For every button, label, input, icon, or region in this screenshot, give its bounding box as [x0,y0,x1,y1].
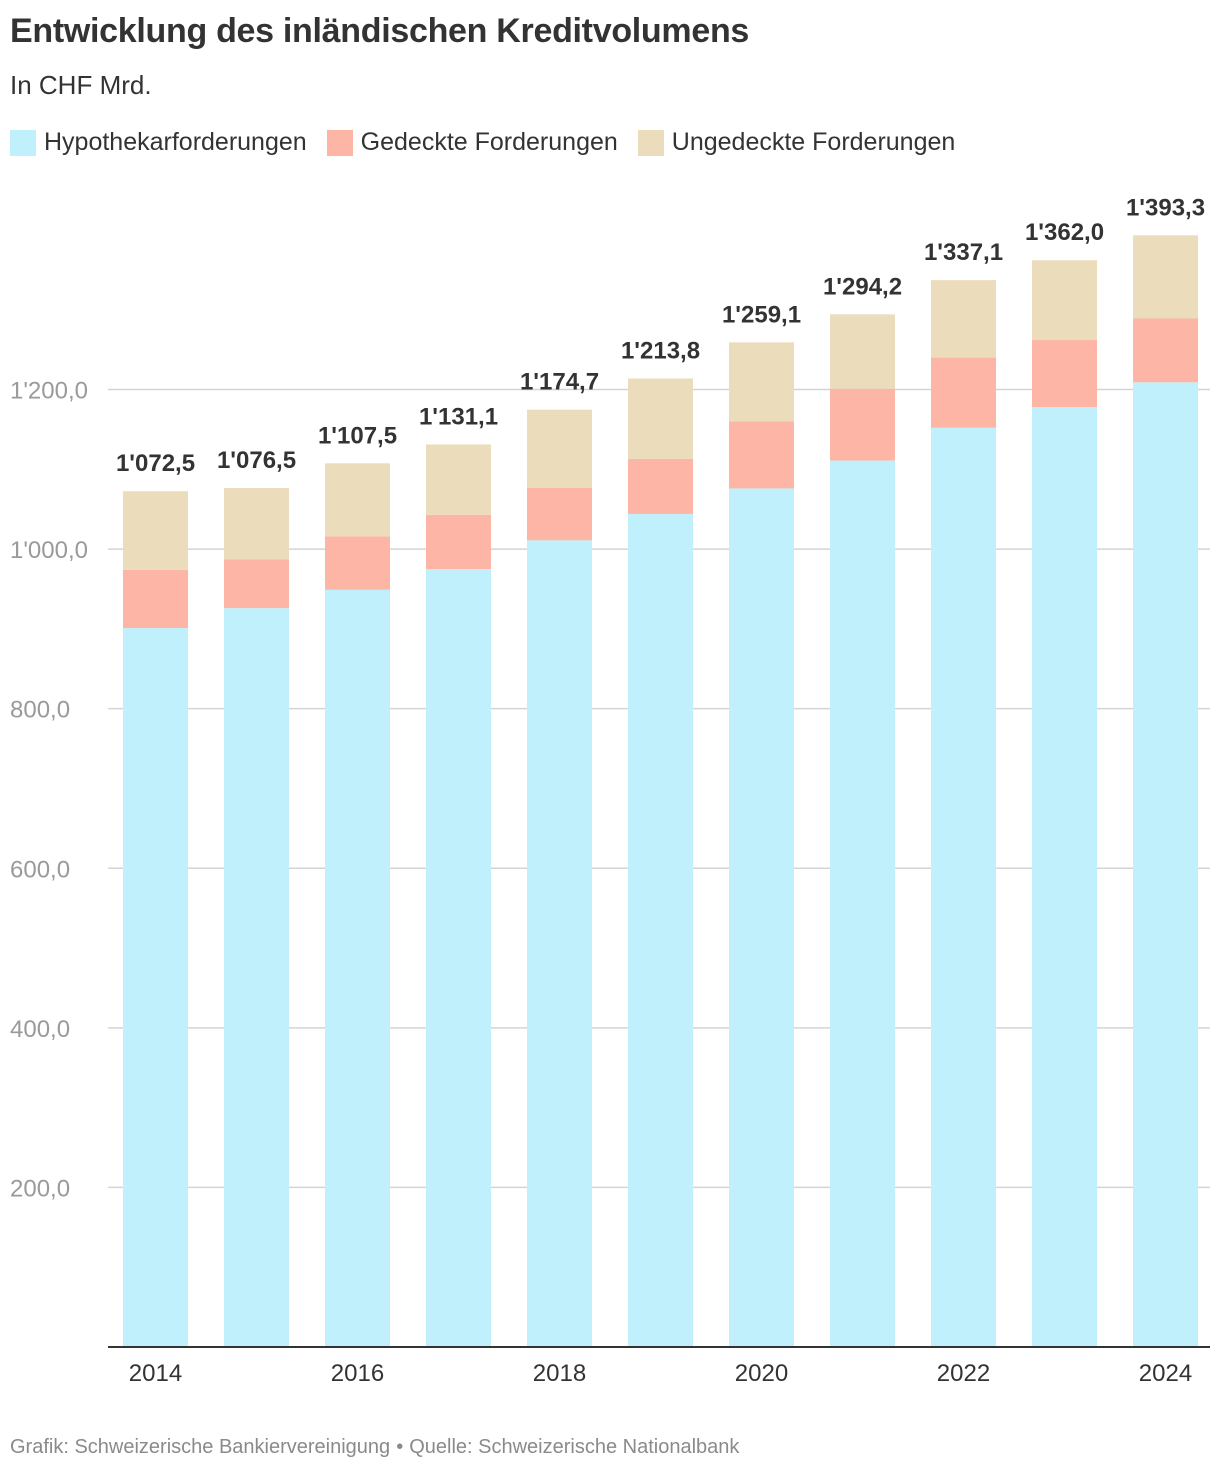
total-label: 1'131,1 [419,403,498,430]
legend-item-gedeckt: Gedeckte Forderungen [326,128,618,157]
total-label: 1'337,1 [924,239,1003,266]
bar-segment-hypothekar [628,513,693,1347]
total-label: 1'362,0 [1025,219,1104,246]
bar-segment-hypothekar [931,427,996,1347]
total-label: 1'294,2 [823,273,902,300]
legend-swatch-hypothekar [10,129,36,156]
bar-segment-ungedeckt [628,378,693,459]
bars [123,235,1198,1348]
y-tick-label: 800,0 [10,697,70,724]
total-label: 1'072,5 [116,450,195,477]
x-axis-labels: 2014 2016 2018 2020 2022 2024 [129,1360,1192,1387]
y-tick-label: 400,0 [10,1016,70,1043]
footer-quelle: Quelle: Schweizerische Nationalbank [409,1436,740,1458]
bar-segment-gedeckt [224,559,289,609]
bar-segment-hypothekar [224,608,289,1347]
bar-segment-ungedeckt [224,488,289,560]
legend-swatch-gedeckt [326,129,353,156]
bar-segment-ungedeckt [325,463,390,537]
footer: Grafik: Schweizerische Bankiervereinigun… [10,1436,739,1459]
legend-label-hypothekar: Hypothekarforderungen [44,128,307,156]
bar-segment-gedeckt [931,357,996,428]
legend-label-gedeckt: Gedeckte Forderungen [360,128,618,156]
y-tick-label: 600,0 [10,856,70,883]
bar-segment-gedeckt [830,388,895,461]
total-labels: 1'072,5 1'076,5 1'107,5 1'131,1 1'174,7 1'213… [116,194,1205,477]
x-tick-label: 2016 [331,1360,384,1387]
bar-segment-gedeckt [1133,318,1198,383]
bar-segment-gedeckt [325,536,390,590]
y-axis-labels: 200,0 400,0 600,0 800,0 1'000,0 1'200,0 [10,378,88,1203]
footer-separator: • [396,1436,404,1458]
total-label: 1'213,8 [621,337,700,364]
bar-segment-ungedeckt [527,409,592,488]
chart-title: Entwicklung des inländischen Kreditvolum… [10,12,750,50]
bar-segment-hypothekar [325,589,390,1347]
bar-segment-hypothekar [729,488,794,1348]
total-label: 1'076,5 [217,447,296,474]
total-label: 1'174,7 [520,369,599,396]
y-tick-label: 1'000,0 [10,537,88,564]
y-tick-label: 1'200,0 [10,378,88,405]
bar-segment-hypothekar [527,540,592,1347]
bar-segment-gedeckt [527,487,592,541]
total-label: 1'393,3 [1126,194,1205,221]
x-tick-label: 2022 [937,1360,990,1387]
bar-segment-gedeckt [123,569,188,629]
y-tick-label: 200,0 [10,1175,70,1202]
total-label: 1'107,5 [318,422,397,449]
total-label: 1'259,1 [722,301,801,328]
bar-segment-hypothekar [1032,407,1097,1347]
bar-segment-hypothekar [426,569,491,1347]
bar-segment-ungedeckt [830,314,895,389]
bar-segment-ungedeckt [1133,235,1198,319]
bar-segment-ungedeckt [123,491,188,570]
x-tick-label: 2018 [533,1360,586,1387]
x-tick-label: 2024 [1139,1360,1192,1387]
chart-subtitle: In CHF Mrd. [10,70,152,100]
bar-segment-gedeckt [426,514,491,570]
footer-grafik: Grafik: Schweizerische Bankiervereinigun… [10,1436,391,1458]
legend-label-ungedeckt: Ungedeckte Forderungen [671,128,956,156]
bar-segment-hypothekar [123,628,188,1347]
bar-segment-hypothekar [1133,382,1198,1348]
x-tick-label: 2020 [735,1360,788,1387]
bar-segment-gedeckt [729,421,794,489]
bar-segment-ungedeckt [1032,260,1097,341]
legend: Hypothekarforderungen Gedeckte Forderung… [10,128,975,157]
x-tick-label: 2014 [129,1360,182,1387]
bar-segment-ungedeckt [426,444,491,515]
legend-item-hypothekar: Hypothekarforderungen [10,128,307,157]
bar-segment-gedeckt [628,458,693,514]
bar-segment-hypothekar [830,460,895,1347]
legend-swatch-ungedeckt [637,129,664,156]
legend-item-ungedeckt: Ungedeckte Forderungen [637,128,956,157]
bar-segment-ungedeckt [729,342,794,422]
bar-segment-ungedeckt [931,280,996,358]
bar-segment-gedeckt [1032,340,1097,408]
